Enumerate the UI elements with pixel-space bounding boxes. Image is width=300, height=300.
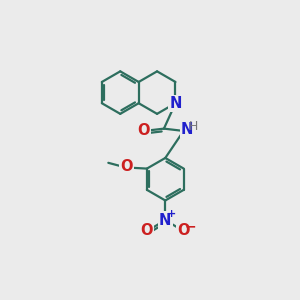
Text: +: + — [167, 209, 176, 219]
Text: O: O — [120, 159, 132, 174]
Text: N: N — [159, 213, 172, 228]
Text: H: H — [189, 120, 198, 133]
Text: −: − — [185, 219, 197, 233]
Text: O: O — [178, 223, 190, 238]
Text: O: O — [137, 123, 149, 138]
Text: N: N — [169, 96, 182, 111]
Text: N: N — [181, 122, 193, 136]
Text: O: O — [141, 223, 153, 238]
